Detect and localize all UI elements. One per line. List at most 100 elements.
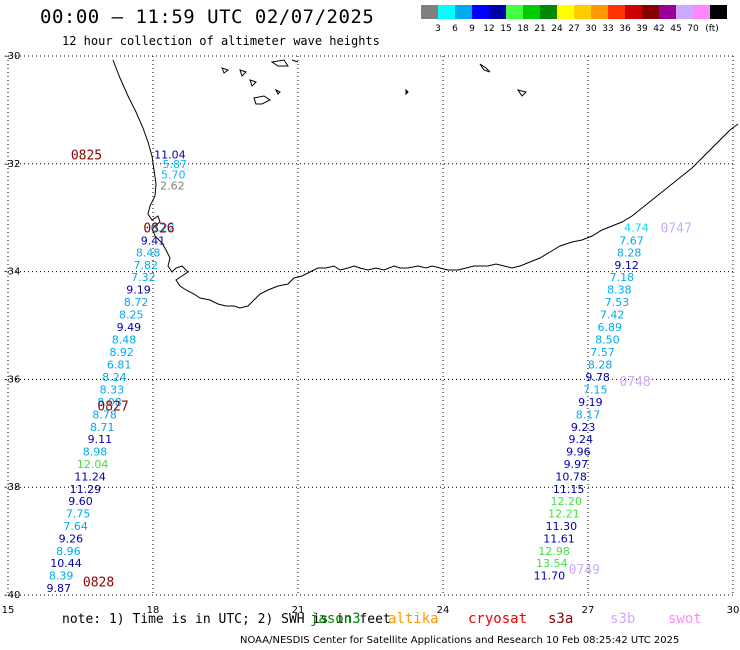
wave-height-value: 7.42	[600, 309, 625, 322]
wave-height-value: 8.50	[595, 334, 620, 347]
island-7	[516, 89, 527, 97]
wave-height-value: 6.89	[598, 321, 623, 334]
color-scale-tick: 21	[534, 24, 546, 34]
wave-height-value: 6.81	[107, 358, 132, 371]
wave-height-value: 9.26	[59, 532, 84, 545]
satellite-legend: jason3 altika cryosat s3a s3b swot	[0, 611, 740, 629]
color-scale-tick: 12	[483, 24, 495, 34]
wave-height-value: 4.74	[624, 221, 649, 234]
x-tick-label: 27	[582, 605, 595, 616]
color-swatch	[557, 5, 574, 19]
y-tick-label: -40	[4, 590, 20, 601]
color-scale-unit: (ft)	[705, 24, 719, 34]
track-time-tag: 0825	[71, 149, 102, 164]
wave-height-value: 7.64	[63, 520, 88, 533]
color-scale-tick: 36	[619, 24, 631, 34]
wave-height-value: 9.97	[564, 458, 589, 471]
track-time-tags: 0825 0826 0827 0828 0747 0748 0749	[71, 149, 692, 591]
x-tick-label: 24	[437, 605, 450, 616]
wave-height-value: 12.04	[77, 458, 109, 471]
color-swatch	[625, 5, 642, 19]
wave-height-value: 8.33	[100, 384, 125, 397]
y-tick-label: -34	[4, 267, 20, 278]
color-swatch	[642, 5, 659, 19]
wave-height-value: 9.11	[88, 433, 113, 446]
wave-height-value: 5.87	[163, 158, 188, 171]
color-scale-tick: 30	[585, 24, 597, 34]
footnote-text: note: 1) Time is in UTC; 2) SWH is in fe…	[62, 612, 391, 627]
wave-height-value: 8.48	[112, 334, 137, 347]
satellite-legend-altika: altika	[388, 611, 439, 627]
color-scale-tick: 42	[653, 24, 665, 34]
x-tick-label: 21	[292, 605, 305, 616]
island-6	[405, 88, 409, 96]
y-tick-label: -32	[4, 159, 20, 170]
coastline-path	[112, 59, 739, 309]
wave-height-value: 11.15	[553, 483, 585, 496]
wave-height-value: 9.24	[569, 433, 594, 446]
color-swatch	[608, 5, 625, 19]
wave-height-value: 12.98	[538, 545, 570, 558]
wave-height-value: 7.32	[131, 271, 156, 284]
wave-height-value: 11.04	[154, 149, 186, 162]
y-tick-label: -36	[4, 374, 20, 385]
wave-height-value: 8.28	[588, 358, 613, 371]
wave-height-value: 8.78	[92, 408, 117, 421]
wave-height-value: 11.29	[70, 483, 102, 496]
wave-height-value: 10.78	[555, 470, 587, 483]
color-swatch	[421, 5, 438, 19]
color-scale-tick: 18	[517, 24, 529, 34]
wave-height-value: 11.70	[534, 570, 566, 583]
color-swatch	[506, 5, 523, 19]
satellite-legend-jason3: jason3	[310, 611, 361, 627]
satellite-legend-s3a: s3a	[548, 611, 574, 627]
color-swatch	[710, 5, 727, 19]
wave-height-value: 9.19	[126, 283, 151, 296]
page-title: 00:00 — 11:59 UTC 02/07/2025	[40, 6, 375, 28]
y-tick-label: -30	[4, 51, 20, 62]
color-scale-tick: 6	[452, 24, 458, 34]
page-subtitle: 12 hour collection of altimeter wave hei…	[62, 34, 380, 48]
wave-height-value: 12.21	[548, 508, 580, 521]
wave-height-value: 8.38	[607, 283, 632, 296]
wave-height-value: 9.23	[571, 421, 596, 434]
color-scale-tick: 33	[602, 24, 614, 34]
wave-height-value: 8.39	[49, 570, 74, 583]
wave-height-value: 11.61	[543, 532, 575, 545]
wave-height-value: 9.60	[68, 495, 93, 508]
island-2	[239, 69, 257, 87]
color-swatch	[693, 5, 710, 19]
x-tick-label: 18	[147, 605, 160, 616]
wave-height-value: 8.48	[136, 247, 161, 260]
color-swatch	[676, 5, 693, 19]
axis-tick-labels: 15 18 21 24 27 30 -30 -32 -34 -36 -38 -40	[2, 51, 740, 616]
color-scale-tick: 45	[670, 24, 682, 34]
wave-height-value: 11.24	[74, 470, 106, 483]
x-tick-label: 30	[727, 605, 740, 616]
wave-height-value: 9.41	[141, 234, 166, 247]
island-5	[479, 63, 491, 73]
wave-height-value: 9.87	[47, 582, 72, 595]
color-scale-tick: 27	[568, 24, 580, 34]
color-scale-tick: 70	[687, 24, 699, 34]
wave-height-value: 8.08	[97, 396, 122, 409]
wave-height-value: 9.49	[117, 321, 142, 334]
credit-line: NOAA/NESDIS Center for Satellite Applica…	[240, 635, 680, 646]
color-scale-tick: 39	[636, 24, 648, 34]
color-scale-tick: 9	[469, 24, 475, 34]
wave-height-value: 8.92	[109, 346, 134, 359]
satellite-legend-cryosat: cryosat	[468, 611, 528, 627]
wave-height-value: 7.82	[134, 259, 159, 272]
color-swatch	[438, 5, 455, 19]
track-time-tag: 0826	[143, 221, 174, 236]
track-time-tag: 0747	[661, 221, 692, 236]
satellite-legend-swot: swot	[668, 611, 702, 627]
color-scale-tick: 3	[435, 24, 441, 34]
color-scale-tick: 24	[551, 24, 563, 34]
wave-height-value: 11.30	[546, 520, 578, 533]
wave-height-value: 9.12	[614, 259, 639, 272]
color-swatch	[472, 5, 489, 19]
island-1	[221, 67, 230, 74]
wave-height-value: 9.78	[585, 371, 610, 384]
